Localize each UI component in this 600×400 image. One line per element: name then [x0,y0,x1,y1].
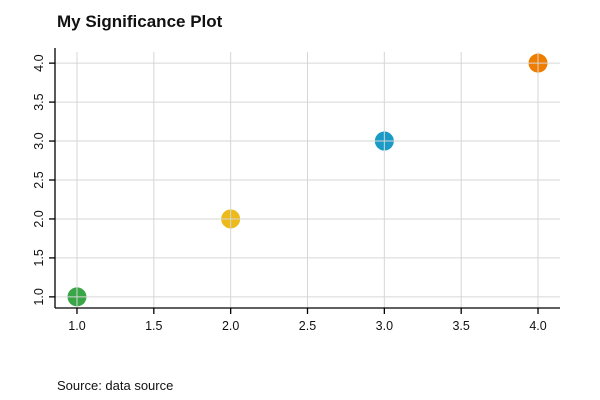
x-tick-label: 1.5 [145,319,162,333]
scatter-plot: 1.0 1.5 2.0 2.5 3.0 3.5 4.0 1.0 1.5 2.0 2.5 3.0 3.5 4… [32,48,560,333]
x-tick-label: 1.0 [68,319,85,333]
y-tick-label: 1.0 [32,288,46,305]
y-tick-label: 4.0 [32,54,46,71]
x-tick-label: 2.0 [222,319,239,333]
chart-title: My Significance Plot [57,12,223,31]
x-tick-label: 2.5 [299,319,316,333]
y-tick-label: 1.5 [32,249,46,266]
y-tick-label: 3.0 [32,132,46,149]
y-tick-label: 2.0 [32,210,46,227]
y-tick-label: 2.5 [32,171,46,188]
x-tick-label: 3.5 [452,319,469,333]
y-tick-label: 3.5 [32,93,46,110]
source-note: Source: data source [57,378,174,393]
x-tick-label: 3.0 [376,319,393,333]
x-tick-label: 4.0 [529,319,546,333]
